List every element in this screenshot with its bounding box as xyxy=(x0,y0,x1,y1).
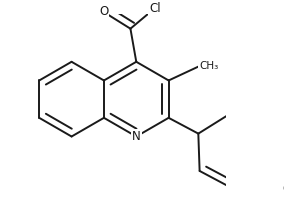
Text: N: N xyxy=(132,130,141,143)
Text: CH₃: CH₃ xyxy=(283,184,284,194)
Text: CH₃: CH₃ xyxy=(199,61,218,71)
Text: Cl: Cl xyxy=(149,2,160,15)
Text: O: O xyxy=(99,5,108,18)
